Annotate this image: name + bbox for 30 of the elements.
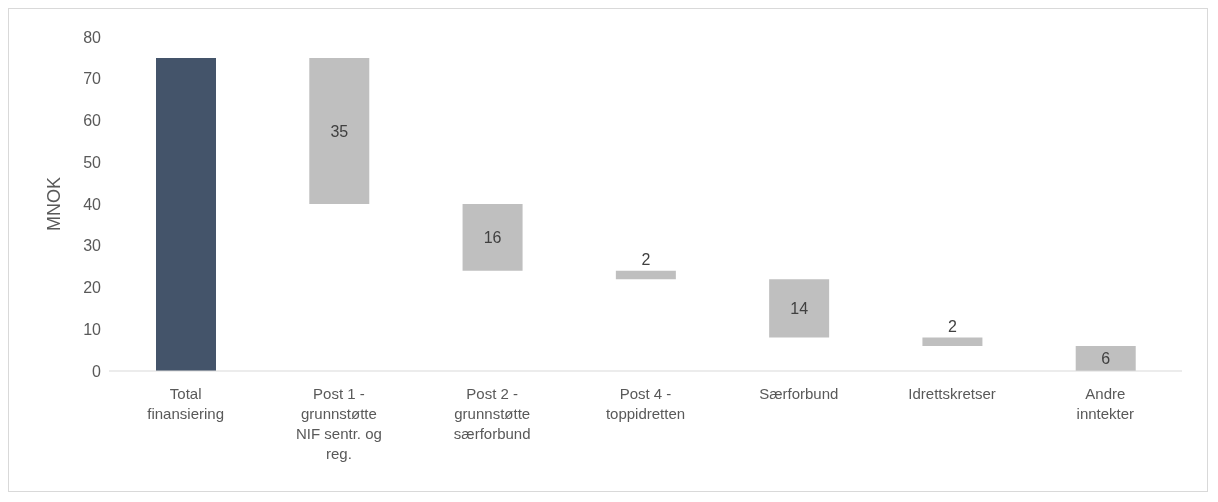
- y-tick-label: 30: [83, 237, 102, 255]
- y-tick-label: 40: [83, 195, 102, 213]
- x-tick-label: Idrettskretser: [908, 385, 996, 402]
- x-tick-label: Post 2 - grunnstøtte særforbund: [453, 385, 531, 442]
- x-tick-label: Post 1 - grunnstøtte NIF sentr. og reg.: [295, 385, 382, 462]
- bar: [1075, 345, 1136, 371]
- y-tick-label: 70: [83, 70, 102, 88]
- y-tick-label: 20: [83, 279, 102, 297]
- x-tick-label: Særforbund: [759, 385, 839, 402]
- data-label: 14: [790, 300, 809, 318]
- y-axis-title: MNOK: [44, 177, 65, 231]
- bar: [922, 337, 983, 346]
- x-tick-label: Total finansiering: [147, 385, 224, 422]
- data-label: 35: [330, 122, 349, 140]
- data-label: 2: [641, 250, 651, 268]
- data-label: 16: [483, 229, 502, 247]
- bar: [462, 204, 523, 271]
- x-tick-label: Post 4 - toppidretten: [605, 385, 686, 422]
- bar: [309, 57, 370, 204]
- bar: [769, 279, 830, 338]
- data-label: 2: [947, 317, 957, 335]
- bar: [615, 270, 676, 280]
- y-tick-label: 10: [83, 320, 102, 338]
- y-tick-label: 80: [83, 28, 102, 46]
- y-tick-label: 0: [92, 362, 102, 380]
- y-tick-label: 50: [83, 153, 102, 171]
- x-tick-label: Andre inntekter: [1076, 385, 1135, 422]
- y-tick-label: 60: [83, 112, 102, 130]
- bar: [156, 57, 216, 371]
- data-label: 6: [1101, 350, 1111, 368]
